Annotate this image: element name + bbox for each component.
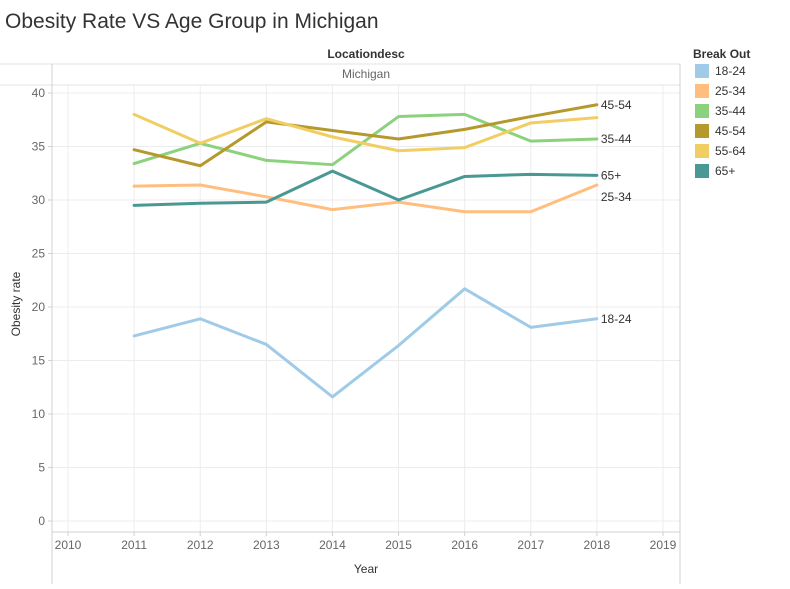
end-label-45-54: 45-54: [601, 98, 632, 112]
legend-swatch-18-24[interactable]: [695, 64, 709, 78]
y-tick-label: 10: [32, 407, 46, 421]
y-tick-label: 5: [38, 461, 45, 475]
x-tick-label: 2013: [253, 538, 280, 552]
legend-swatch-55-64[interactable]: [695, 144, 709, 158]
y-tick-label: 0: [38, 514, 45, 528]
y-tick-label: 35: [32, 140, 46, 154]
end-label-35-44: 35-44: [601, 132, 632, 146]
series-line-35-44[interactable]: [132, 112, 599, 167]
y-tick-label: 15: [32, 354, 46, 368]
legend[interactable]: 18-24 25-34 35-44 45-54 55-64 65+: [695, 64, 746, 178]
legend-label-65+[interactable]: 65+: [715, 164, 735, 178]
x-tick-label: 2010: [55, 538, 82, 552]
series-line-18-24[interactable]: [132, 287, 599, 399]
pane-label: Michigan: [342, 67, 390, 81]
x-tick-label: 2019: [650, 538, 677, 552]
legend-label-18-24[interactable]: 18-24: [715, 64, 746, 78]
legend-swatch-65+[interactable]: [695, 164, 709, 178]
series-line-65+[interactable]: [132, 169, 599, 207]
x-tick-label: 2018: [584, 538, 611, 552]
y-axis-ticks: 0 5 10 15 20 25 30 35 40: [32, 86, 52, 528]
x-tick-label: 2011: [121, 538, 147, 552]
series-line-55-64[interactable]: [132, 112, 599, 153]
y-tick-label: 30: [32, 193, 46, 207]
legend-label-25-34[interactable]: 25-34: [715, 84, 746, 98]
gridlines: [52, 85, 680, 532]
legend-swatch-45-54[interactable]: [695, 124, 709, 138]
legend-swatch-25-34[interactable]: [695, 84, 709, 98]
end-label-65+: 65+: [601, 168, 621, 182]
legend-title: Break Out: [693, 47, 750, 61]
y-axis-title: Obesity rate: [9, 271, 23, 336]
x-tick-label: 2015: [385, 538, 412, 552]
legend-label-45-54[interactable]: 45-54: [715, 124, 746, 138]
x-axis-title: Year: [354, 562, 378, 576]
x-tick-label: 2014: [319, 538, 346, 552]
series-line-45-54[interactable]: [132, 103, 599, 168]
x-tick-label: 2016: [451, 538, 478, 552]
y-tick-label: 25: [32, 247, 46, 261]
y-tick-label: 20: [32, 300, 46, 314]
series-line-25-34[interactable]: [132, 183, 599, 214]
legend-label-35-44[interactable]: 35-44: [715, 104, 746, 118]
legend-swatch-35-44[interactable]: [695, 104, 709, 118]
x-tick-label: 2012: [187, 538, 214, 552]
legend-label-55-64[interactable]: 55-64: [715, 144, 746, 158]
y-tick-label: 40: [32, 86, 46, 100]
series-lines: [132, 103, 599, 399]
end-labels: 18-24 25-34 35-44 45-54 65+: [601, 98, 632, 326]
chart-title: Obesity Rate VS Age Group in Michigan: [5, 10, 379, 33]
column-header: Locationdesc: [327, 47, 405, 61]
x-axis-ticks: 2010 2011 2012 2013 2014 2015 2016 2017 2018 2019: [55, 532, 677, 552]
end-label-25-34: 25-34: [601, 190, 632, 204]
end-label-18-24: 18-24: [601, 312, 632, 326]
x-tick-label: 2017: [517, 538, 544, 552]
